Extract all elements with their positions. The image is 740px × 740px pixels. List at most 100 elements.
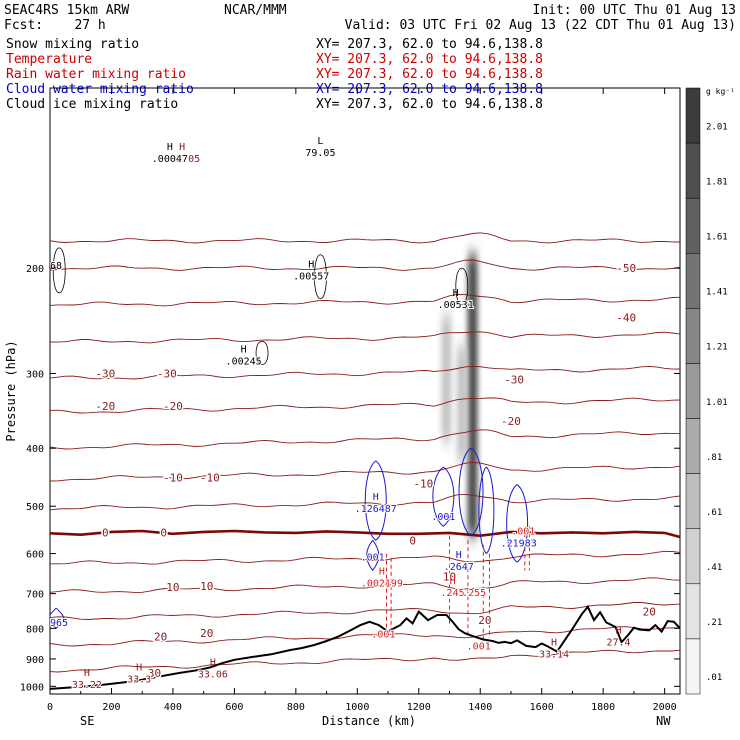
temperature-extremum-value: 27.4	[606, 637, 630, 648]
y-tick-label: 600	[26, 550, 44, 561]
x-tick-label: 1200	[407, 702, 431, 713]
y-tick-label: 300	[26, 369, 44, 380]
x-tick-label: 0	[47, 702, 53, 713]
y-tick-label: 1000	[20, 682, 44, 693]
colorbar-label: .41	[706, 563, 722, 573]
terrain-line	[50, 604, 680, 690]
plot-content: -50 -40 -30 -30 -30 -20 -20 -20 -10 -10 -10 0 0 0 10 10…	[32, 136, 680, 692]
init-time: Init: 00 UTC Thu 01 Aug 13	[533, 3, 737, 18]
rain-extremum-value: .255	[462, 588, 486, 599]
rain-extremum-marker: H	[450, 576, 456, 587]
snow-contour	[52, 247, 66, 294]
plot-frame	[49, 87, 681, 695]
center-label: NCAR/MMM	[224, 3, 287, 18]
isotherm-label: -10	[163, 472, 183, 485]
isotherm-label: -30	[95, 367, 115, 380]
temperature-extremum-marker: H	[179, 142, 185, 153]
snow-extremum-value: .00531	[438, 300, 474, 311]
snow-extremum-value: 79.05	[305, 148, 335, 159]
y-tick-label: 700	[26, 590, 44, 601]
cloud-water-extremum-value: .47965	[32, 618, 68, 629]
zero-isotherm-line	[50, 529, 680, 539]
isotherm-label: -20	[95, 400, 115, 413]
isotherm-line	[50, 429, 680, 450]
rain-extremum-value: .001	[467, 641, 491, 652]
field-legend: Snow mixing ratio XY= 207.3, 62.0 to 94.6…	[6, 37, 543, 112]
colorbar-label: 1.81	[706, 177, 728, 187]
isotherm-label: 10	[166, 581, 179, 594]
isotherm-label: -20	[501, 415, 521, 428]
colorbar-unit: g kg⁻¹	[706, 87, 735, 96]
isotherm-label: -20	[163, 400, 183, 413]
colorbar-label: .21	[706, 618, 722, 628]
snow-contour	[314, 254, 327, 300]
y-tick-label: 400	[26, 444, 44, 455]
snow-shading	[456, 346, 467, 461]
cloud-water-extremum-value: .001	[431, 512, 455, 523]
snow-contour	[255, 340, 269, 366]
isotherm-label: -50	[616, 262, 636, 275]
cloud-water-contour	[458, 447, 484, 537]
isotherm-line	[50, 397, 680, 414]
isotherm-label: -10	[413, 477, 433, 490]
x-tick-label: 1800	[591, 702, 615, 713]
isotherm-label: 0	[409, 534, 416, 547]
endpoint-right: NW	[656, 714, 671, 728]
rain-extremum-marker: H	[379, 566, 385, 577]
snow-contour	[455, 267, 469, 305]
x-tick-label: 1400	[468, 702, 492, 713]
x-tick-label: 800	[287, 702, 305, 713]
isotherm-line	[50, 602, 680, 620]
cloud-water-contour	[478, 466, 495, 555]
colorbar-label: 1.41	[706, 288, 728, 298]
cloud-water-extremum-value: .126487	[355, 504, 397, 515]
isotherm-line	[50, 293, 680, 307]
rain-extremum-value: .245	[441, 588, 465, 599]
cloud-water-extremum-value: .001	[361, 552, 385, 563]
isotherm-line	[50, 331, 680, 344]
colorbar-cell	[685, 308, 701, 364]
snow-extremum-value: .00047	[152, 154, 188, 165]
colorbar-label: 1.01	[706, 398, 728, 408]
cloud-water-contour	[432, 466, 455, 527]
snow-shading	[441, 315, 452, 442]
rain-extremum-value: .001	[511, 527, 535, 538]
endpoint-left: SE	[80, 714, 94, 728]
colorbar-cell	[685, 253, 701, 309]
x-tick-label: 200	[102, 702, 120, 713]
isotherm-line	[50, 550, 680, 565]
colorbar-cell	[685, 142, 701, 199]
isotherm-line	[50, 626, 680, 647]
snow-extremum-marker: H	[308, 259, 314, 270]
colorbar-cell	[685, 583, 701, 640]
x-tick-label: 1600	[530, 702, 554, 713]
forecast-hour: Fcst: 27 h	[4, 18, 106, 33]
isotherm-label: -40	[616, 312, 636, 325]
snow-extremum-marker: L	[317, 136, 323, 147]
isotherm-label: 10	[443, 570, 456, 583]
isotherm-label: 10	[200, 580, 213, 593]
temperature-extremum-value: 33.22	[72, 680, 102, 691]
axes: 0 200 400 600 800 1000 1200 1400 1600 1800 2000200…	[20, 88, 680, 713]
isotherm-line	[50, 461, 680, 482]
field-xy: XY= 207.3, 62.0 to 94.6,138.8	[316, 97, 543, 112]
isotherm-line	[50, 365, 680, 380]
isotherm-label: 20	[643, 606, 656, 619]
isotherm-label: 30	[148, 667, 161, 680]
isotherm-label: 20	[200, 627, 213, 640]
snow-extremum-marker: H	[453, 288, 459, 299]
colorbar-label: .61	[706, 508, 722, 518]
field-xy: XY= 207.3, 62.0 to 94.6,138.8	[316, 37, 543, 52]
colorbar-label: 2.01	[706, 122, 728, 132]
colorbar-cell	[685, 638, 701, 695]
y-tick-label: 500	[26, 502, 44, 513]
temperature-extremum-value: 33.14	[539, 650, 569, 661]
cloud-water-contour	[366, 539, 380, 572]
rain-extremum-value: .002199	[361, 578, 403, 589]
isotherm-line	[50, 259, 680, 271]
valid-time: Valid: 03 UTC Fri 02 Aug 13 (22 CDT Thu …	[345, 18, 736, 33]
snow-extremum-value: .00557	[293, 271, 329, 282]
field-label: Rain water mixing ratio	[6, 67, 186, 82]
model-title: SEAC4RS 15km ARW	[4, 3, 129, 18]
